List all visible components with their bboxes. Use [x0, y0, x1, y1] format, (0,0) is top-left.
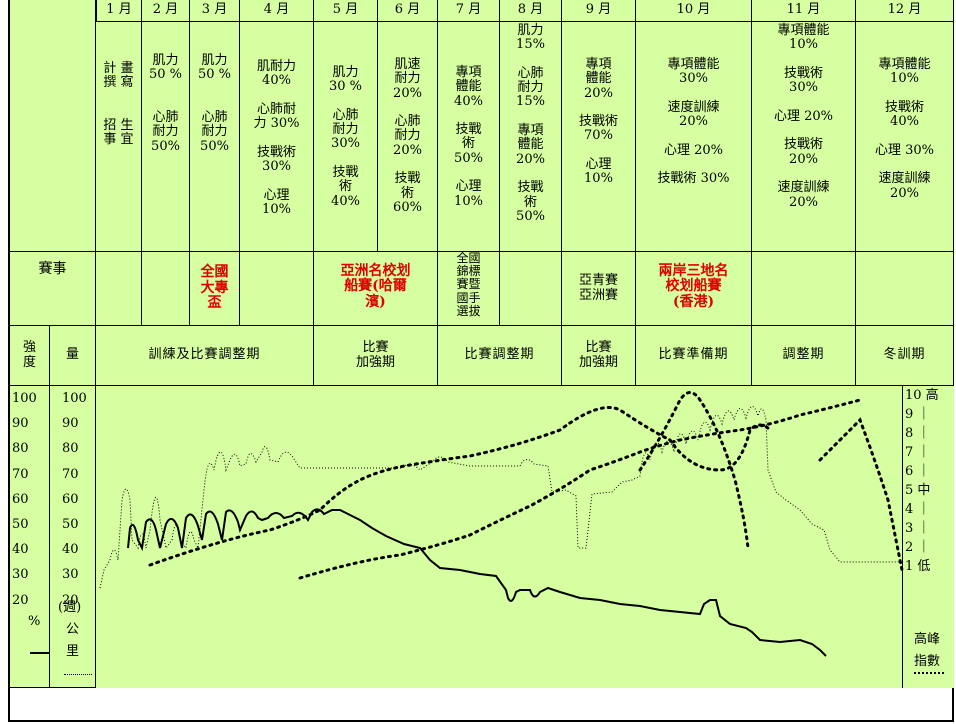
- month-header-8: 8 月: [500, 0, 562, 22]
- event-national-college-cup: 全國 大專 盃: [190, 252, 240, 326]
- peak-legend-dots: [914, 672, 944, 674]
- phase-competition-intensify-2: 比賽 加強期: [562, 326, 636, 386]
- month-header-5: 5 月: [314, 0, 378, 22]
- volume-tick: 60: [62, 491, 79, 507]
- peak-tick: 7 ｜: [905, 445, 931, 460]
- peak-tick: 1 低: [905, 559, 931, 574]
- peak-tick: 10 高: [905, 388, 939, 403]
- peak-tick: 9 ｜: [905, 407, 931, 422]
- peak-tick: 2 ｜: [905, 540, 931, 555]
- training-month-12: 專項體能 10% 技戰術 40% 心理 30% 速度訓練 20%: [856, 22, 954, 252]
- month-header-4: 4 月: [240, 0, 314, 22]
- month-header-2: 2 月: [142, 0, 190, 22]
- volume-tick: 50: [62, 517, 79, 533]
- phase-competition-adjust: 比賽調整期: [438, 326, 562, 386]
- intensity-label: 強 度: [10, 326, 50, 386]
- training-month-4: 肌耐力 40% 心肺耐 力 30% 技戰術 30% 心理 10%: [240, 22, 314, 252]
- month-header-3: 3 月: [190, 0, 240, 22]
- intensity-tick: 40: [12, 542, 29, 558]
- intensity-ticks: 100 90 80 70 60 50 40 30 20: [12, 386, 48, 613]
- events-month-8: [500, 252, 562, 326]
- training-month-1: 計 畫 撰 寫 招 生 事 宜: [96, 22, 142, 252]
- volume-tick: 70: [62, 466, 79, 482]
- peak-tick: 8 ｜: [905, 426, 931, 441]
- events-month-2: [142, 252, 190, 326]
- training-month-8: 肌力 15% 心肺 耐力 15% 專項 體能 20% 技戰 術 50%: [500, 22, 562, 252]
- phase-competition-intensify-1: 比賽 加強期: [314, 326, 438, 386]
- heavy-dotted-curve-4: [818, 417, 904, 572]
- event-cross-strait-regatta: 兩岸三地名 校划船賽 (香港): [636, 252, 752, 326]
- dotted-line-legend: [64, 674, 92, 675]
- event-asia-regatta: 亞洲名校划 船賽(哈爾 濱): [314, 252, 438, 326]
- intensity-tick: 30: [12, 567, 29, 583]
- events-month-12: [856, 252, 954, 326]
- phase-competition-prep: 比賽準備期: [636, 326, 752, 386]
- month-header-10: 10 月: [636, 0, 752, 22]
- heavy-dotted-curve-2: [298, 398, 862, 580]
- volume-tick: 90: [62, 416, 79, 432]
- events-month-11: [752, 252, 856, 326]
- training-month-3: 肌力 50 % 心肺 耐力 50%: [190, 22, 240, 252]
- solid-curve: [127, 508, 827, 657]
- training-month-9: 專項 體能 20% 技戰術 70% 心理 10%: [562, 22, 636, 252]
- event-asian-youth: 亞青賽 亞洲賽: [562, 252, 636, 326]
- intensity-tick: 50: [12, 517, 29, 533]
- peak-tick: 4 ｜: [905, 502, 931, 517]
- training-month-2: 肌力 50 % 心肺 耐力 50%: [142, 22, 190, 252]
- month-header-9: 9 月: [562, 0, 636, 22]
- thin-dotted-curve: [99, 406, 900, 589]
- training-month-7: 專項 體能 40% 技戰 術 50% 心理 10%: [438, 22, 500, 252]
- peak-ticks: 10 高 9 ｜ 8 ｜ 7 ｜ 6 ｜ 5 中 4 ｜ 3 ｜ 2 ｜ 1 低: [905, 386, 955, 576]
- row-label-blank: [10, 0, 96, 252]
- intensity-tick: 100: [12, 391, 37, 406]
- intensity-tick: 20: [12, 592, 29, 608]
- volume-tick: 30: [62, 567, 79, 583]
- events-month-4: [240, 252, 314, 326]
- intensity-tick: 70: [12, 466, 29, 482]
- month-header-7: 7 月: [438, 0, 500, 22]
- volume-tick: 40: [62, 542, 79, 558]
- training-month-10: 專項體能 30% 速度訓練 20% 心理 20% 技戰術 30%: [636, 22, 752, 252]
- volume-ticks: 100 90 80 70 60 50 40 30 20: [62, 386, 96, 613]
- km-label-1: 公: [66, 622, 80, 637]
- volume-tick: 80: [62, 441, 79, 457]
- training-month-6: 肌速 耐力 20% 心肺 耐力 20% 技戰 術 60%: [378, 22, 438, 252]
- weeks-label: (週): [58, 600, 82, 615]
- peak-tick: 5 中: [905, 483, 931, 498]
- peak-tick: 6 ｜: [905, 464, 931, 479]
- volume-tick: 100: [62, 391, 87, 406]
- month-header-12: 12 月: [856, 0, 954, 22]
- month-header-6: 6 月: [378, 0, 438, 22]
- month-header-1: 1 月: [96, 0, 142, 22]
- volume-tick: 20: [62, 592, 79, 608]
- heavy-dotted-curve-3: [638, 391, 750, 550]
- events-month-1: [96, 252, 142, 326]
- peak-tick: 3 ｜: [905, 521, 931, 536]
- phase-training-adjust: 訓練及比賽調整期: [96, 326, 314, 386]
- peak-label-2: 指數: [914, 654, 941, 669]
- events-label: 賽事: [10, 252, 96, 326]
- percent-label: %: [28, 614, 41, 629]
- peak-index-axis: [902, 386, 954, 688]
- intensity-axis: [10, 386, 50, 688]
- volume-axis: [50, 386, 96, 688]
- month-header-11: 11 月: [752, 0, 856, 22]
- peak-label-1: 高峰: [914, 632, 941, 647]
- intensity-tick: 60: [12, 491, 29, 507]
- intensity-tick: 90: [12, 416, 29, 432]
- volume-label: 量: [50, 326, 96, 386]
- phase-adjustment: 調整期: [752, 326, 856, 386]
- event-national-trials: 全國 錦標 賽暨 國手 選拔: [438, 252, 500, 326]
- solid-line-legend: [30, 652, 50, 654]
- heavy-dotted-curve-1: [148, 406, 772, 567]
- training-month-11: 專項體能 10% 技戰術 30% 心理 20% 技戰術 20% 速度訓練 20%: [752, 22, 856, 252]
- training-month-5: 肌力 30 % 心肺 耐力 30% 技戰 術 40%: [314, 22, 378, 252]
- phase-winter-training: 冬訓期: [856, 326, 954, 386]
- km-label-2: 里: [66, 644, 80, 659]
- intensity-tick: 80: [12, 441, 29, 457]
